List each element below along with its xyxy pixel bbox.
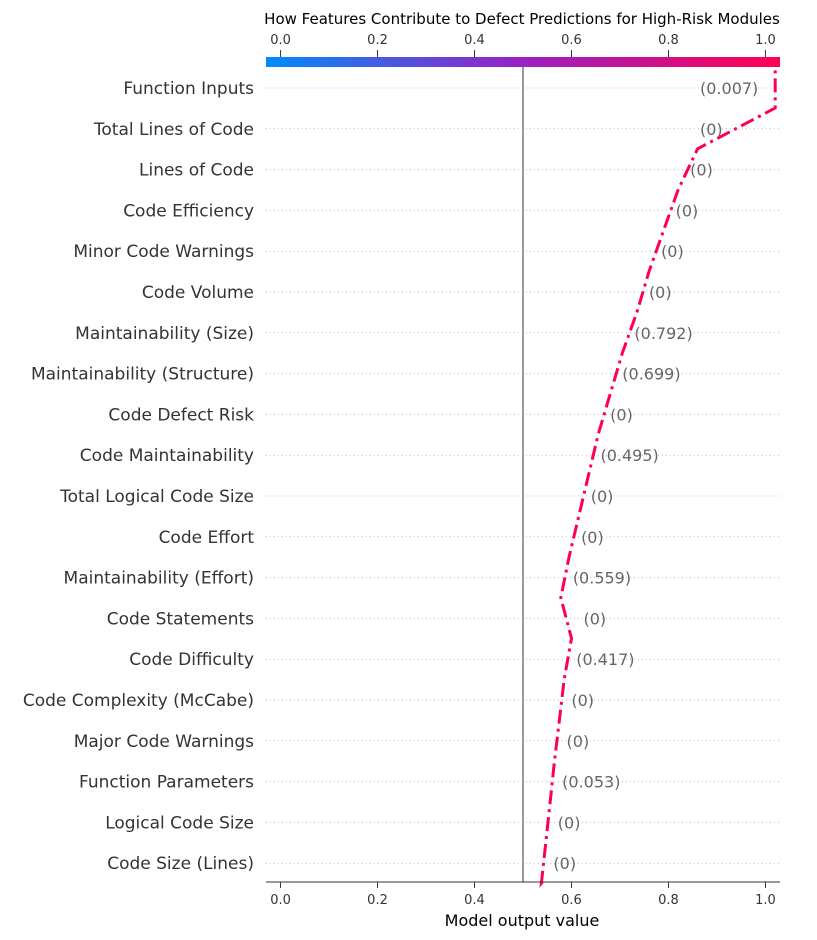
feature-value-label: (0) xyxy=(676,201,699,220)
feature-label: Code Maintainability xyxy=(80,446,254,466)
feature-label: Major Code Warnings xyxy=(74,732,254,752)
feature-label: Logical Code Size xyxy=(105,813,254,833)
decision-line xyxy=(539,67,777,888)
x-tick-label: 0.8 xyxy=(658,893,679,908)
feature-value-label: (0) xyxy=(661,242,684,261)
feature-value-label: (0) xyxy=(581,528,604,547)
feature-label: Lines of Code xyxy=(139,161,254,181)
x-axis-ticks: 0.0 0.2 0.4 0.6 0.8 1.0 xyxy=(270,882,776,908)
feature-label: Code Defect Risk xyxy=(108,405,254,425)
feature-label: Code Volume xyxy=(142,283,254,303)
feature-label: Code Efficiency xyxy=(123,201,254,221)
feature-label: Code Complexity (McCabe) xyxy=(23,691,254,711)
feature-label: Minor Code Warnings xyxy=(73,242,254,262)
feature-value-label: (0) xyxy=(610,405,633,424)
x-axis-title: Model output value xyxy=(445,911,600,930)
x-tick-label: 0.2 xyxy=(367,893,388,908)
feature-label: Code Size (Lines) xyxy=(107,854,254,874)
feature-label: Maintainability (Effort) xyxy=(64,569,254,589)
colorbar-ticks: 0.0 0.2 0.4 0.6 0.8 1.0 xyxy=(270,33,776,57)
feature-value-label: (0) xyxy=(690,161,713,180)
feature-value-label: (0) xyxy=(558,813,581,832)
feature-value-label: (0.053) xyxy=(562,773,620,792)
colorbar-tick-label: 1.0 xyxy=(755,33,776,48)
colorbar-tick-label: 0.4 xyxy=(464,33,485,48)
feature-value-label: (0) xyxy=(571,691,594,710)
chart-title: How Features Contribute to Defect Predic… xyxy=(264,10,780,28)
feature-value-label: (0) xyxy=(700,120,723,139)
feature-value-label: (0) xyxy=(591,487,614,506)
feature-label: Function Parameters xyxy=(79,773,254,793)
colorbar-tick-label: 0.8 xyxy=(658,33,679,48)
feature-value-label: (0.495) xyxy=(600,446,658,465)
feature-value-label: (0.699) xyxy=(622,365,680,384)
feature-label: Maintainability (Size) xyxy=(75,324,254,344)
feature-value-label: (0) xyxy=(649,283,672,302)
feature-value-label: (0.007) xyxy=(700,79,758,98)
feature-value-label: (0) xyxy=(567,732,590,751)
feature-value-label: (0.792) xyxy=(634,324,692,343)
colorbar-tick-label: 0.0 xyxy=(270,33,291,48)
x-tick-label: 0.6 xyxy=(561,893,582,908)
feature-label: Total Lines of Code xyxy=(93,120,254,140)
feature-label: Function Inputs xyxy=(123,79,254,99)
feature-label: Maintainability (Structure) xyxy=(31,365,254,385)
feature-value-label: (0) xyxy=(553,854,576,873)
feature-value-label: (0) xyxy=(583,609,606,628)
feature-label: Total Logical Code Size xyxy=(59,487,254,507)
x-tick-label: 0.0 xyxy=(270,893,291,908)
feature-label: Code Statements xyxy=(107,609,254,629)
feature-label: Code Effort xyxy=(159,528,255,548)
feature-label: Code Difficulty xyxy=(129,650,254,670)
feature-value-label: (0.417) xyxy=(576,650,634,669)
colorbar xyxy=(266,57,780,67)
x-tick-label: 1.0 xyxy=(755,893,776,908)
colorbar-tick-label: 0.2 xyxy=(367,33,388,48)
colorbar-tick-label: 0.6 xyxy=(561,33,582,48)
x-tick-label: 0.4 xyxy=(464,893,485,908)
feature-value-label: (0.559) xyxy=(573,569,631,588)
feature-labels: Function Inputs Total Lines of Code Lines … xyxy=(23,79,255,874)
feature-value-labels: (0.007) (0) (0) (0) (0) (0) (0.792) (0.699) (0) (… xyxy=(553,79,758,873)
